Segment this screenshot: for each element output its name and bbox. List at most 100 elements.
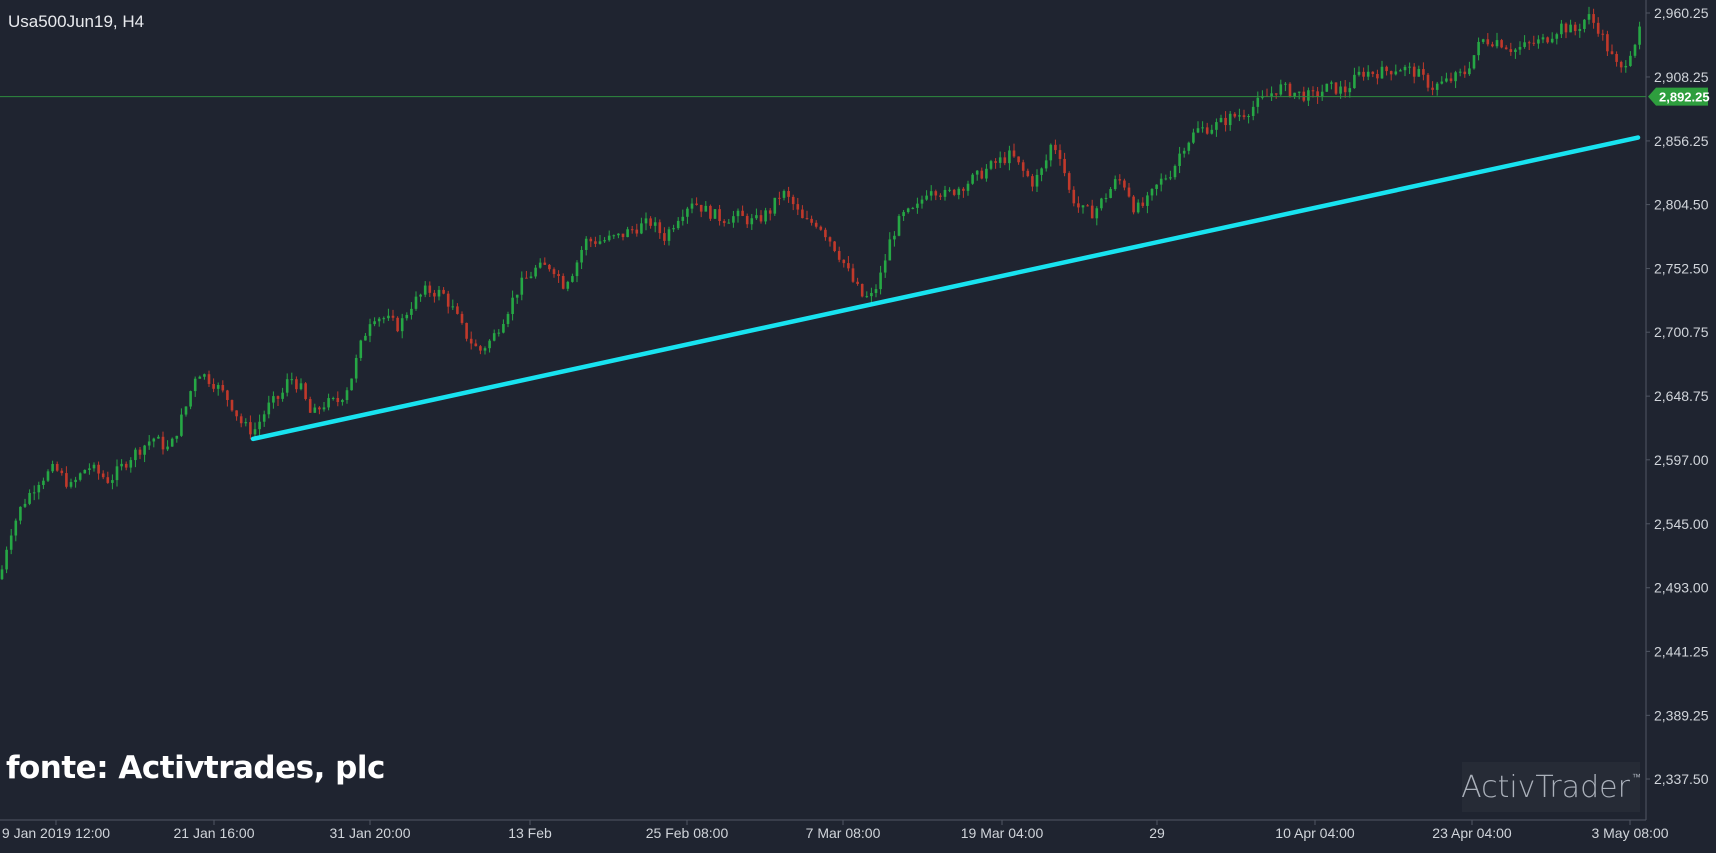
- candle-body: [1394, 71, 1398, 75]
- candle-body: [888, 239, 892, 261]
- price-tick-label: 2,700.75: [1654, 324, 1709, 340]
- candle-body: [1362, 71, 1365, 77]
- candle-body: [74, 479, 77, 483]
- price-tick-label: 2,441.25: [1654, 643, 1709, 659]
- candle-body: [525, 277, 528, 279]
- candle-body: [42, 480, 45, 485]
- candle-body: [962, 188, 965, 191]
- candle-body: [985, 168, 988, 179]
- candle-body: [37, 484, 41, 493]
- candle-body: [584, 238, 588, 250]
- candle-body: [28, 492, 31, 504]
- candle-body: [1123, 180, 1126, 188]
- candle-body: [1633, 44, 1637, 56]
- candle-body: [1435, 83, 1439, 90]
- candle-body: [354, 357, 358, 379]
- candle-body: [607, 235, 611, 241]
- candle-body: [1256, 97, 1260, 107]
- logo-text: ActivTrader: [1461, 769, 1630, 805]
- candle-body: [943, 189, 947, 197]
- candle-body: [115, 466, 119, 481]
- candle-body: [1196, 128, 1200, 133]
- candle-body: [1219, 117, 1223, 123]
- candle-body: [548, 264, 551, 270]
- candle-body: [1514, 49, 1517, 52]
- candle-body: [1587, 14, 1591, 20]
- price-tick-label: 2,545.00: [1654, 516, 1709, 532]
- candle-body: [773, 197, 777, 214]
- candle-body: [860, 283, 864, 297]
- candle-body: [322, 407, 326, 410]
- price-tick-label: 2,493.00: [1654, 580, 1709, 596]
- candle-body: [1141, 202, 1145, 206]
- candle-body: [1463, 71, 1467, 75]
- candle-body: [1472, 55, 1476, 69]
- candle-body: [1523, 42, 1526, 47]
- time-tick-label: 31 Jan 20:00: [330, 825, 411, 841]
- trendline-group: [250, 135, 1641, 442]
- candle-body: [1274, 93, 1278, 95]
- candle-body: [290, 379, 294, 381]
- candle-body: [410, 308, 413, 315]
- candle-body: [359, 340, 363, 358]
- candle-body: [1228, 113, 1232, 126]
- candle-body: [1495, 40, 1499, 47]
- time-tick-label: 9 Jan 2019 12:00: [2, 825, 110, 841]
- candle-body: [497, 332, 501, 334]
- candle-body: [451, 306, 455, 308]
- candle-body: [1086, 205, 1089, 207]
- current-price-label: 2,892.25: [1659, 90, 1710, 105]
- candle-body: [787, 191, 790, 197]
- candle-body: [258, 421, 261, 430]
- candle-body: [621, 233, 625, 238]
- candle-body: [235, 410, 238, 417]
- candle-body: [925, 195, 928, 200]
- candle-body: [502, 323, 505, 333]
- candle-body: [764, 210, 767, 222]
- price-axis: 2,960.25 2,908.25 2,856.25 2,804.50 2,752.50…: [1645, 0, 1709, 820]
- candle-body: [1077, 203, 1080, 208]
- candle-body: [1454, 72, 1457, 82]
- candle-body: [488, 340, 491, 349]
- candle-body: [571, 276, 574, 282]
- candle-body: [1316, 91, 1319, 97]
- candle-body: [1578, 28, 1582, 32]
- candle-body: [308, 399, 312, 413]
- candle-body: [101, 473, 105, 478]
- candle-body: [998, 157, 1002, 163]
- candle-body: [180, 414, 183, 436]
- price-tick-label: 2,960.25: [1654, 5, 1709, 21]
- candle-body: [796, 204, 800, 210]
- candle-body: [281, 392, 284, 399]
- candle-body: [1104, 197, 1108, 199]
- candle-body: [847, 263, 850, 269]
- candle-body: [9, 535, 13, 550]
- candle-body: [736, 210, 740, 217]
- candle-body: [14, 520, 18, 536]
- candle-body: [1481, 39, 1485, 42]
- candle-body: [1592, 14, 1595, 23]
- candle-body: [465, 322, 468, 339]
- time-tick-label: 29: [1149, 825, 1165, 841]
- candle-body: [778, 197, 781, 199]
- candle-body: [653, 222, 657, 226]
- candle-body: [1003, 157, 1007, 164]
- candle-body: [939, 195, 942, 197]
- candle-body: [906, 208, 910, 213]
- price-tick-label: 2,908.25: [1654, 69, 1709, 85]
- candle-body: [1357, 71, 1361, 75]
- candle-body: [1187, 142, 1191, 151]
- candle-body: [193, 378, 197, 392]
- candle-body: [1173, 165, 1177, 178]
- candle-body: [534, 267, 537, 277]
- candle-body: [833, 241, 836, 252]
- candle-body: [515, 294, 519, 298]
- candle-body: [952, 189, 956, 195]
- candle-body: [1090, 205, 1094, 219]
- candle-body: [479, 346, 482, 351]
- candle-body: [331, 397, 335, 399]
- time-tick-label: 23 Apr 04:00: [1432, 825, 1512, 841]
- candle-body: [1279, 84, 1283, 95]
- candle-body: [842, 259, 846, 264]
